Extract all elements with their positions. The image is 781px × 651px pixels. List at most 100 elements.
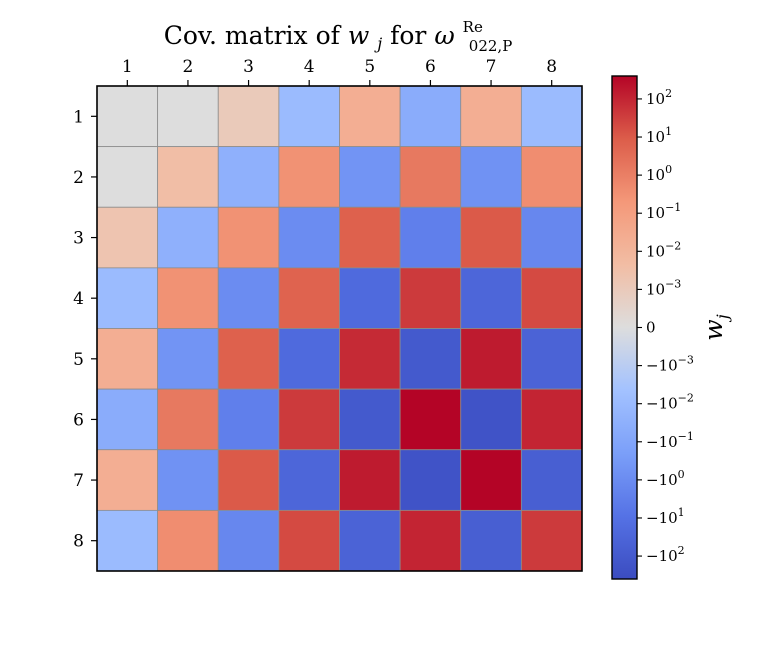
heatmap-cell-r2-c4 [278,146,340,208]
title-mid: for [390,21,434,50]
x-tick-label: 4 [304,57,315,77]
x-tick-label: 2 [183,57,194,77]
heatmap-cell-r3-c2 [157,206,219,269]
colorbar-tick-label: 0 [646,319,656,337]
y-tick-label: 7 [73,471,84,491]
heatmap-cell-r3-c4 [278,206,340,269]
heatmap-cell-r8-c4 [278,509,340,572]
heatmap-cell-r5-c6 [399,328,462,390]
heatmap-cell-r5-c3 [217,328,280,390]
y-tick-label: 4 [73,289,84,309]
heatmap-cell-r6-c1 [96,388,159,451]
heatmap-cell-r1-c8 [520,85,583,148]
heatmap-cell-r4-c3 [217,267,280,329]
colorbar-tick-label: 100 [646,163,672,184]
heatmap-cell-r8-c3 [217,509,280,572]
heatmap-cell-r6-c6 [399,388,462,451]
y-tick-label: 3 [73,229,84,249]
y-tick-label: 1 [73,107,84,127]
heatmap-cell-r6-c3 [217,388,280,451]
heatmap-cell-r1-c1 [96,85,159,148]
x-tick-label: 3 [243,57,254,77]
heatmap-cell-r5-c2 [157,328,219,390]
heatmap-cell-r3-c6 [399,206,462,269]
heatmap-cell-r4-c5 [339,267,401,329]
heatmap-cell-r3-c3 [217,206,280,269]
heatmap-cells [96,85,583,572]
heatmap-cell-r7-c4 [278,449,340,511]
colorbar-tick-label: 102 [646,87,672,108]
colorbar-tick-label: −102 [646,544,685,565]
heatmap-cell-r5-c8 [520,328,583,390]
colorbar: 102 101 100 10−1 10−2 10−3 0 −10−3 −10−2 −10−1 −10… [611,75,732,580]
heatmap-axes: 1 2 3 4 5 6 7 8 1 2 3 4 5 6 7 8 [73,57,583,572]
heatmap-cell-r5-c5 [339,328,401,390]
heatmap-cell-r8-c2 [157,509,219,572]
heatmap-cell-r8-c5 [339,509,401,572]
x-tick-label: 5 [364,57,375,77]
heatmap-cell-r4-c2 [157,267,219,329]
y-tick-label: 5 [73,350,84,370]
heatmap-cell-r7-c8 [520,449,583,511]
x-tick-label: 1 [122,57,133,77]
heatmap-cell-r2-c7 [460,146,522,208]
heatmap-cell-r7-c3 [217,449,280,511]
heatmap-cell-r7-c7 [460,449,522,511]
heatmap-cell-r6-c5 [339,388,401,451]
heatmap-cell-r8-c1 [96,509,159,572]
heatmap-cell-r4-c7 [460,267,522,329]
heatmap-cell-r4-c6 [399,267,462,329]
heatmap-cell-r4-c1 [96,267,159,329]
heatmap-cell-r5-c4 [278,328,340,390]
heatmap-cell-r1-c6 [399,85,462,148]
title-omega-sup: Re [463,18,483,36]
colorbar-tick-label: −10−3 [646,354,694,375]
heatmap-cell-r7-c1 [96,449,159,511]
colorbar-gradient [611,75,638,580]
heatmap-cell-r1-c3 [217,85,280,148]
title-omega-sub: 022,P [469,37,513,55]
heatmap-cell-r6-c2 [157,388,219,451]
heatmap-cell-r7-c2 [157,449,219,511]
heatmap-cell-r5-c7 [460,328,522,390]
heatmap-cell-r8-c6 [399,509,462,572]
y-tick-label: 8 [73,532,84,552]
y-tick-label: 6 [73,410,84,430]
heatmap-cell-r5-c1 [96,328,159,390]
heatmap-cell-r7-c6 [399,449,462,511]
colorbar-tick-label: −10−1 [646,430,694,451]
heatmap-cell-r2-c5 [339,146,401,208]
heatmap-cell-r4-c8 [520,267,583,329]
colorbar-tick-label: 10−3 [646,277,681,298]
heatmap-cell-r2-c6 [399,146,462,208]
x-tick-label: 7 [486,57,497,77]
title-w: w [348,21,369,50]
colorbar-label: wj [699,314,732,340]
title-omega: ω [434,21,454,50]
colorbar-tick-label: 10−2 [646,239,681,260]
title-prefix: Cov. matrix of [164,21,348,50]
colorbar-tick-label: 10−1 [646,201,681,222]
heatmap-cell-r6-c7 [460,388,522,451]
colorbar-tick-label: −101 [646,506,685,527]
colorbar-tick-label: −100 [646,468,685,489]
heatmap-cell-r3-c1 [96,206,159,269]
heatmap-cell-r1-c4 [278,85,340,148]
x-tick-label: 6 [425,57,436,77]
heatmap-cell-r3-c7 [460,206,522,269]
heatmap-cell-r2-c3 [217,146,280,208]
title-w-sub: j [374,34,382,53]
heatmap-cell-r2-c1 [96,146,159,208]
heatmap-cell-r7-c5 [339,449,401,511]
heatmap-cell-r1-c5 [339,85,401,148]
x-tick-label: 8 [546,57,557,77]
heatmap-cell-r4-c4 [278,267,340,329]
y-tick-label: 2 [73,168,84,188]
heatmap-cell-r3-c5 [339,206,401,269]
heatmap-cell-r1-c7 [460,85,522,148]
colorbar-tick-label: 101 [646,125,672,146]
heatmap-cell-r3-c8 [520,206,583,269]
heatmap-cell-r8-c7 [460,509,522,572]
colorbar-tick-label: −10−2 [646,392,694,413]
